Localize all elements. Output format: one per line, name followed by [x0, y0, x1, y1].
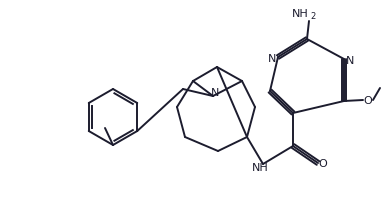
Text: NH: NH: [252, 162, 268, 172]
Text: O: O: [364, 96, 372, 105]
Text: NH: NH: [292, 9, 309, 19]
Text: O: O: [319, 158, 327, 168]
Text: N: N: [211, 88, 219, 97]
Text: 2: 2: [310, 12, 315, 21]
Text: N: N: [268, 54, 276, 64]
Text: N: N: [346, 56, 354, 66]
